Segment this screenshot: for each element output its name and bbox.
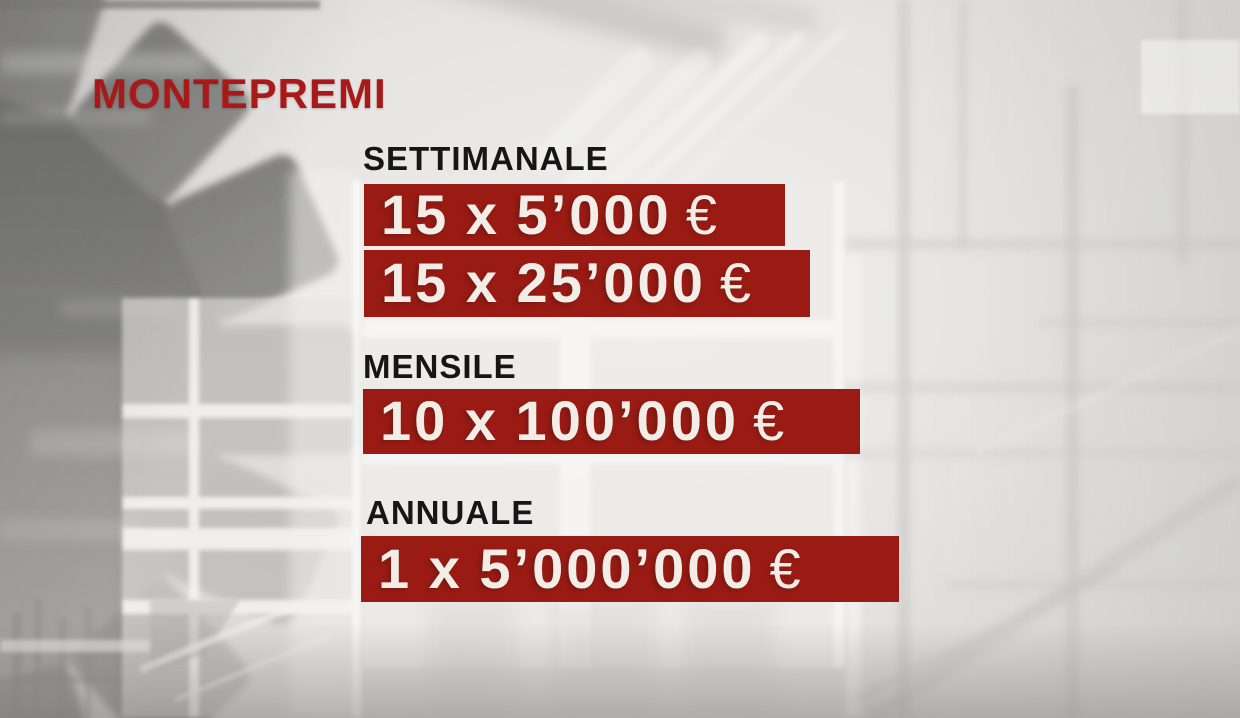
page-title: MONTEPREMI — [92, 70, 387, 117]
euro-sign: € — [769, 537, 804, 600]
euro-sign: € — [719, 251, 754, 314]
channel-watermark — [1141, 40, 1240, 114]
prize-amount: 10 x 100’000 — [380, 389, 739, 452]
euro-sign: € — [752, 389, 788, 452]
prize-amount: 15 x 5’000 — [381, 183, 672, 246]
section-label-mensile: MENSILE — [363, 348, 517, 385]
section-label-settimanale: SETTIMANALE — [363, 140, 609, 177]
prize-amount: 15 x 25’000 — [381, 251, 706, 314]
prize-box-weekly-1: 15 x 5’000 € — [364, 184, 785, 246]
prize-amount: 1 x 5’000’000 — [378, 537, 756, 600]
section-label-annuale: ANNUALE — [366, 494, 535, 531]
prize-box-monthly-1: 10 x 100’000 € — [363, 389, 860, 454]
prize-box-weekly-2: 15 x 25’000 € — [364, 250, 810, 317]
euro-sign: € — [685, 183, 720, 246]
prize-box-annual-1: 1 x 5’000’000 € — [361, 536, 899, 602]
